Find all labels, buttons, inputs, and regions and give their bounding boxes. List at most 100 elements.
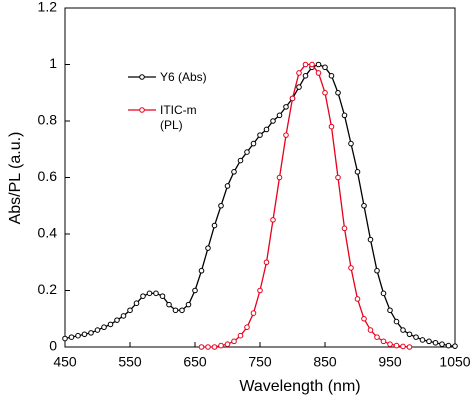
series-line — [64, 63, 456, 347]
data-point — [107, 321, 114, 328]
data-point — [367, 236, 374, 243]
data-point — [413, 334, 419, 340]
data-point — [224, 183, 231, 189]
legend-label: Y6 (Abs) — [160, 70, 207, 84]
data-point — [296, 84, 302, 90]
data-point — [315, 70, 322, 76]
x-tick-label: 550 — [118, 354, 142, 370]
data-point — [114, 317, 120, 323]
data-point — [302, 73, 309, 79]
data-point — [159, 293, 166, 299]
data-point — [393, 318, 400, 325]
legend-marker — [139, 74, 145, 80]
data-point — [224, 341, 231, 347]
data-point — [374, 334, 380, 340]
data-point — [237, 332, 244, 339]
legend-entry: Y6 (Abs) — [128, 70, 210, 85]
legend-swatch — [128, 107, 156, 113]
y-axis-label: Abs/PL (a.u.) — [7, 132, 24, 225]
data-point — [205, 245, 211, 251]
data-point — [328, 73, 335, 79]
data-point — [380, 338, 387, 345]
data-point — [166, 301, 172, 308]
data-point — [387, 341, 393, 347]
data-point — [101, 324, 107, 331]
data-point — [257, 287, 263, 294]
data-point — [439, 341, 445, 347]
data-point — [400, 343, 406, 350]
data-point — [211, 222, 218, 229]
data-point — [406, 331, 413, 338]
data-point — [348, 265, 354, 271]
data-point — [328, 123, 335, 130]
data-point — [445, 342, 452, 349]
x-tick-label: 850 — [313, 354, 337, 370]
data-point — [283, 132, 289, 138]
legend-entry: ITIC-m (PL) — [128, 103, 210, 133]
data-point — [315, 61, 322, 68]
data-point — [322, 89, 328, 96]
data-point — [218, 342, 224, 349]
data-point — [400, 327, 406, 333]
data-point — [185, 301, 192, 308]
y-tick-label: 0.8 — [38, 112, 58, 128]
y-tick-label: 1.2 — [38, 0, 58, 15]
data-point — [354, 169, 361, 175]
data-point — [283, 104, 289, 110]
x-tick-label: 650 — [183, 354, 207, 370]
data-point — [341, 112, 348, 119]
data-point — [218, 202, 224, 209]
data-point — [257, 132, 263, 138]
data-point — [419, 337, 426, 343]
data-point — [406, 344, 413, 350]
data-point — [367, 327, 374, 333]
x-tick-label: 750 — [248, 354, 272, 370]
data-point — [146, 290, 153, 297]
data-point — [244, 149, 250, 155]
y-tick-label: 0.4 — [38, 225, 58, 241]
data-point — [62, 335, 68, 342]
data-point — [153, 290, 159, 297]
data-point — [75, 332, 81, 339]
data-point — [309, 61, 315, 68]
data-point — [198, 344, 205, 350]
data-point — [276, 174, 283, 181]
data-point — [244, 324, 250, 331]
data-point — [426, 338, 432, 345]
data-point — [270, 118, 276, 124]
data-point — [198, 267, 205, 274]
data-point — [335, 174, 341, 181]
data-point — [432, 339, 439, 346]
data-point — [374, 267, 380, 274]
data-point — [237, 157, 244, 164]
data-point — [296, 70, 302, 76]
data-point — [348, 140, 354, 147]
data-point — [127, 307, 133, 314]
y-tick-label: 1 — [49, 55, 57, 71]
data-point — [361, 315, 367, 322]
plot-frame — [64, 7, 456, 348]
data-point — [179, 307, 185, 314]
data-point — [192, 287, 198, 294]
data-point — [250, 140, 257, 147]
data-point — [289, 95, 296, 102]
data-point — [263, 259, 270, 266]
x-tick-label: 1050 — [439, 354, 470, 370]
data-point — [133, 300, 140, 307]
data-point — [302, 61, 309, 68]
data-point — [68, 334, 75, 340]
data-point — [341, 225, 348, 232]
data-point — [172, 307, 179, 314]
data-point — [263, 126, 270, 133]
x-tick-label: 950 — [378, 354, 402, 370]
data-point — [393, 342, 400, 349]
data-point — [88, 330, 94, 336]
data-point — [276, 112, 283, 119]
data-point — [270, 217, 276, 223]
data-point — [387, 307, 393, 314]
legend-marker — [139, 107, 145, 113]
data-point — [140, 293, 146, 299]
data-point — [380, 290, 387, 297]
y-tick-label: 0.2 — [38, 281, 58, 297]
